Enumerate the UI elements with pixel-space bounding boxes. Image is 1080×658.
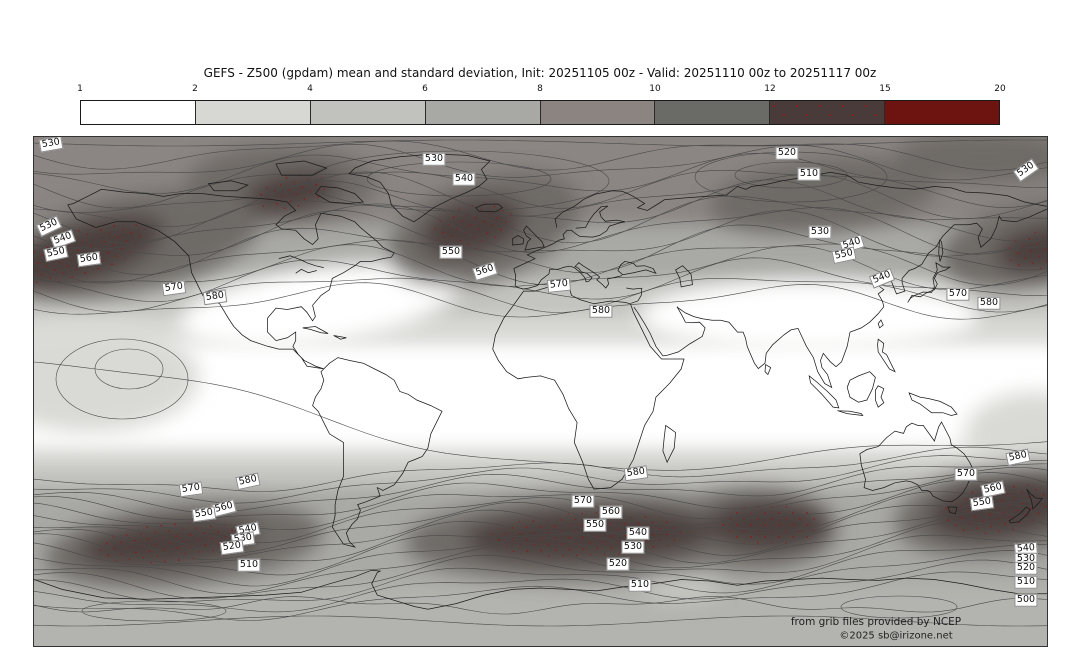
colorbar-cell — [770, 101, 886, 124]
chart-title: GEFS - Z500 (gpdam) mean and standard de… — [203, 66, 877, 80]
weather-map: 530 530 540 520 510 530 530 540 550 560 570 580 550 5… — [33, 136, 1048, 647]
contour-label: 550 — [439, 245, 463, 259]
contour-label: 570 — [954, 467, 978, 481]
contour-label: 570 — [546, 277, 572, 293]
contour-label: 530 — [621, 540, 645, 554]
contour-label: 510 — [797, 167, 821, 181]
contour-label: 510 — [628, 578, 652, 592]
colorbar-cell — [655, 101, 771, 124]
contour-label: 510 — [237, 558, 261, 572]
colorbar-tick: 4 — [307, 84, 313, 94]
contour-label: 520 — [1014, 561, 1038, 575]
colorbar — [80, 100, 1000, 125]
colorbar-tick: 6 — [422, 84, 428, 94]
colorbar-tick: 15 — [879, 84, 891, 94]
colorbar-tick-row: 1 2 4 6 8 10 12 15 20 — [77, 84, 1006, 96]
colorbar-tick: 10 — [649, 84, 661, 94]
contour-label: 550 — [583, 518, 607, 532]
colorbar-cell — [310, 101, 426, 124]
colorbar-tick: 12 — [764, 84, 776, 94]
colorbar-tick: 8 — [537, 84, 543, 94]
colorbar-cell — [540, 101, 656, 124]
colorbar-cell — [81, 101, 196, 124]
contour-label: 540 — [626, 526, 650, 540]
contour-label: 520 — [606, 557, 630, 571]
contour-label: 560 — [599, 505, 623, 519]
contour-label: 570 — [571, 494, 595, 508]
contour-label: 520 — [775, 146, 799, 160]
map-canvas — [34, 137, 1047, 646]
colorbar-cell — [885, 101, 999, 124]
contour-label: 540 — [452, 172, 476, 186]
contour-label: 530 — [422, 152, 446, 166]
contour-label: 570 — [946, 287, 970, 301]
colorbar-tick: 2 — [192, 84, 198, 94]
attribution-copyright: ©2025 sb@irizone.net — [839, 630, 953, 642]
colorbar-tick: 20 — [994, 84, 1006, 94]
speckle-overlay — [34, 174, 1047, 564]
colorbar-cell — [195, 101, 311, 124]
attribution-ncep: from grib files provided by NCEP — [790, 616, 962, 628]
colorbar-cell — [425, 101, 541, 124]
contour-label: 580 — [977, 296, 1001, 310]
contour-lines — [34, 139, 1047, 627]
contour-label: 530 — [808, 225, 832, 239]
contour-label: 500 — [1014, 593, 1038, 607]
coastlines — [34, 153, 1047, 610]
colorbar-tick: 1 — [77, 84, 83, 94]
contour-label: 510 — [1014, 575, 1038, 589]
contour-label: 580 — [589, 304, 613, 318]
